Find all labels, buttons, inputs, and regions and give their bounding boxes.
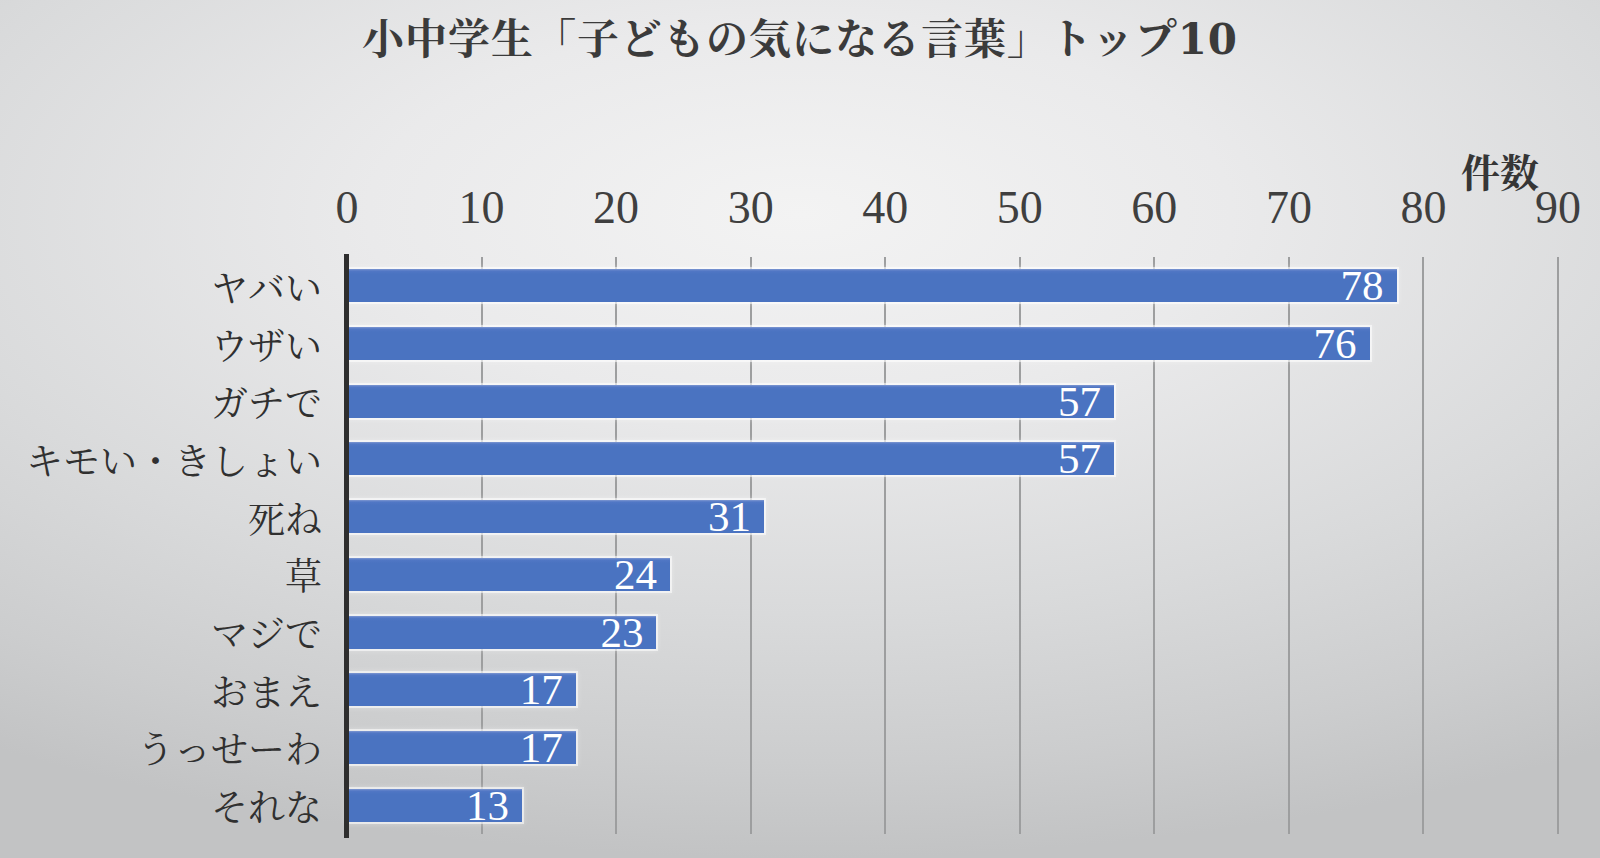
x-tick-label: 70 <box>1266 181 1312 234</box>
x-tick-label: 80 <box>1400 181 1446 234</box>
bar-10: 13 <box>347 789 522 822</box>
chart-title: 小中学生「子どもの気になる言葉」トップ10 <box>0 6 1600 66</box>
bar-value-label: 23 <box>600 616 656 649</box>
x-tick-label: 30 <box>728 181 774 234</box>
bar-value-label: 24 <box>614 558 670 591</box>
slide: 小中学生「子どもの気になる言葉」トップ10 件数 0 10 20 30 40 50 60 70… <box>0 0 1600 858</box>
x-tick-label: 0 <box>336 181 359 234</box>
plot-area: 78 76 57 57 31 24 23 17 17 13 <box>347 257 1558 834</box>
x-tick-label: 10 <box>459 181 505 234</box>
bar-value-label: 76 <box>1314 327 1370 360</box>
category-label: うっせーわ <box>137 720 322 774</box>
bar-5: 31 <box>347 500 764 533</box>
x-tick-label: 60 <box>1131 181 1177 234</box>
bar-value-label: 57 <box>1058 385 1114 418</box>
bar-3: 57 <box>347 385 1114 418</box>
category-label: ウザい <box>211 317 322 371</box>
bar-2: 76 <box>347 327 1370 360</box>
axis-unit-label: 件数 <box>1461 142 1539 198</box>
x-tick-label: 40 <box>862 181 908 234</box>
bar-value-label: 57 <box>1058 442 1114 475</box>
y-axis-line <box>344 254 349 838</box>
bar-1: 78 <box>347 269 1397 302</box>
category-label: ガチで <box>211 374 322 428</box>
category-label: おまえ <box>211 663 322 717</box>
bar-value-label: 78 <box>1341 269 1397 302</box>
category-label: マジで <box>211 605 322 659</box>
category-label: キモい・きしょい <box>26 432 322 486</box>
bar-value-label: 17 <box>520 673 576 706</box>
category-label: 死ね <box>248 490 322 544</box>
bar-value-label: 17 <box>520 731 576 764</box>
bar-value-label: 31 <box>708 500 764 533</box>
category-label: 草 <box>285 547 322 601</box>
gridline <box>1557 257 1559 834</box>
x-tick-label: 90 <box>1535 181 1581 234</box>
bar-8: 17 <box>347 673 576 706</box>
gridline <box>1422 257 1424 834</box>
category-label: ヤバい <box>211 259 322 313</box>
x-tick-label: 20 <box>593 181 639 234</box>
bar-6: 24 <box>347 558 670 591</box>
category-label: それな <box>211 778 322 832</box>
bar-value-label: 13 <box>466 789 522 822</box>
bar-9: 17 <box>347 731 576 764</box>
bar-7: 23 <box>347 616 656 649</box>
x-tick-label: 50 <box>997 181 1043 234</box>
bar-4: 57 <box>347 442 1114 475</box>
